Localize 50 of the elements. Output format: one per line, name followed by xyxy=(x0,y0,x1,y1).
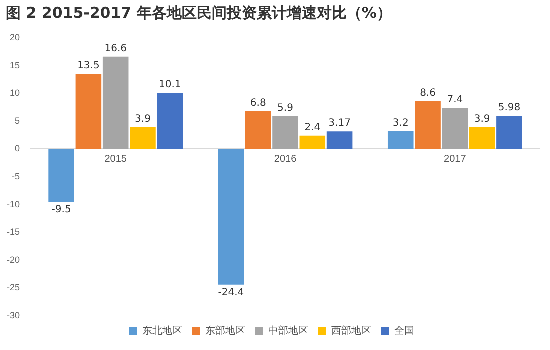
data-label: 8.6 xyxy=(420,88,436,99)
data-label: 13.5 xyxy=(78,60,100,72)
legend-label: 东北地区 xyxy=(142,324,182,337)
y-tick-label: 15 xyxy=(10,60,20,70)
y-tick-label: 10 xyxy=(10,88,20,98)
data-label: 2.4 xyxy=(304,122,321,134)
data-label: -9.5 xyxy=(52,204,72,216)
y-tick-label: -15 xyxy=(6,227,20,238)
legend-label: 西部地区 xyxy=(332,324,372,337)
bar xyxy=(442,108,468,150)
y-tick-label: -30 xyxy=(6,310,20,320)
bar xyxy=(76,74,102,150)
bar xyxy=(245,111,272,150)
data-label: 5.9 xyxy=(278,102,294,114)
bar xyxy=(326,132,353,150)
data-label: 3.9 xyxy=(474,114,490,126)
data-label: -24.4 xyxy=(218,287,244,298)
bar xyxy=(130,128,156,150)
data-label: 10.1 xyxy=(159,80,182,91)
y-tick-label: 0 xyxy=(14,144,20,154)
x-tick-label: 2017 xyxy=(444,154,467,165)
y-tick-label: 20 xyxy=(10,32,20,42)
data-label: 5.98 xyxy=(498,102,521,114)
bar xyxy=(415,101,441,150)
y-tick-label: 5 xyxy=(14,116,20,126)
bar xyxy=(48,149,74,202)
legend-label: 中部地区 xyxy=(268,324,308,337)
bar xyxy=(218,149,244,285)
legend-label: 东部地区 xyxy=(206,324,246,337)
y-tick-label: -20 xyxy=(6,254,20,265)
chart-title: 图 2 2015-2017 年各地区民间投资累计增速对比（%） xyxy=(6,4,392,23)
data-label: 3.9 xyxy=(135,114,151,126)
data-label: 3.17 xyxy=(328,118,351,130)
bar xyxy=(102,56,129,150)
x-tick-label: 2016 xyxy=(274,154,298,165)
data-label: 3.2 xyxy=(392,118,409,129)
bar xyxy=(272,116,298,150)
legend-label: 全国 xyxy=(394,324,414,337)
data-label: 6.8 xyxy=(250,98,266,109)
bar xyxy=(157,93,184,150)
bar xyxy=(300,136,326,150)
x-tick-label: 2015 xyxy=(104,154,128,165)
y-tick-label: -5 xyxy=(12,171,20,182)
y-tick-label: -25 xyxy=(6,282,20,293)
data-label: 16.6 xyxy=(104,44,127,54)
bar xyxy=(496,116,522,150)
bar xyxy=(388,131,414,150)
data-label: 7.4 xyxy=(447,94,464,106)
y-tick-label: -10 xyxy=(6,199,20,210)
bar xyxy=(469,128,496,150)
